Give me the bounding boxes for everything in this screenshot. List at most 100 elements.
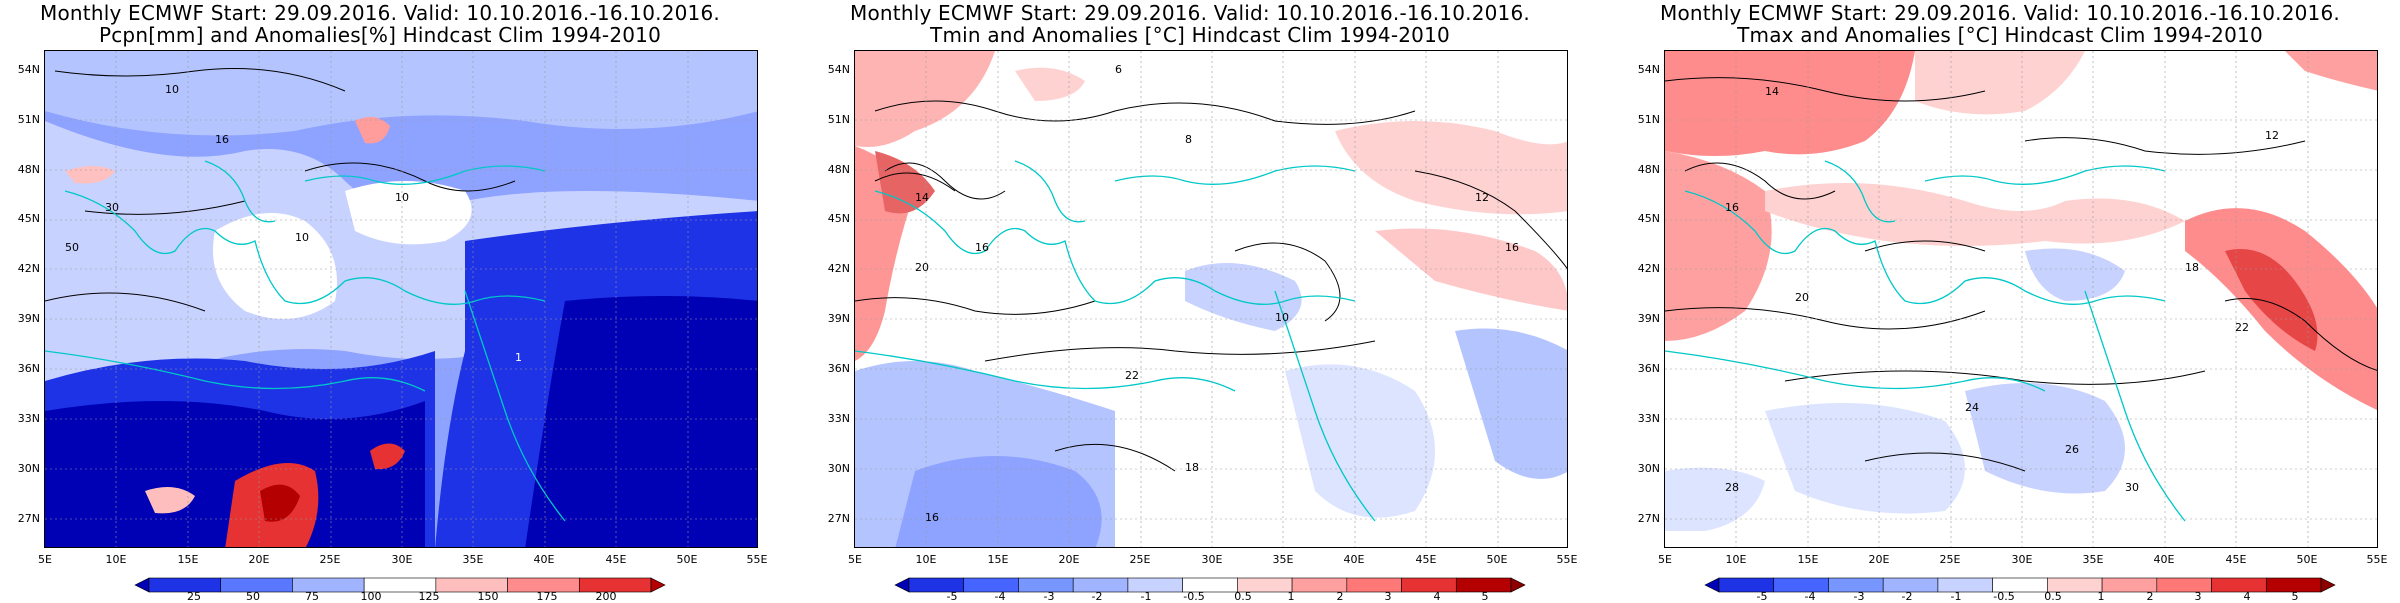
anomaly-field [855,51,995,147]
lon-label: 15E [1797,553,1819,566]
lon-label: 45E [2225,553,2247,566]
lon-label: 10E [1725,553,1747,566]
lat-label: 39N [17,312,40,325]
anomaly-field [1765,183,2185,246]
contour-label: 22 [1125,369,1139,382]
colorbar-tick: 0.5 [1234,590,1252,603]
lat-label: 48N [1637,163,1660,176]
anomaly-field [370,443,405,470]
colorbar-end-low [894,577,910,593]
panel-title-line1: Monthly ECMWF Start: 29.09.2016. Valid: … [40,1,720,25]
panel-tmin: Monthly ECMWF Start: 29.09.2016. Valid: … [810,0,1578,603]
lon-label: 25E [1939,553,1961,566]
contour-label: 16 [1725,201,1739,214]
contour-label: 28 [1725,481,1739,494]
colorbar [1704,577,2336,593]
anomaly-field [345,181,472,245]
lat-label: 42N [827,262,850,275]
lon-label: 20E [1058,553,1080,566]
colorbar-tick: -5 [1756,590,1768,603]
colorbar [134,577,666,593]
coastlines [1665,160,2186,522]
colorbar-tick: 100 [360,590,382,603]
anomaly-field [260,484,300,522]
lon-label: 15E [987,553,1009,566]
lat-label: 30N [1637,462,1660,475]
colorbar-tick: 4 [2243,590,2251,603]
anomaly-field [1455,328,1567,479]
lon-label: 55E [2366,553,2388,566]
lon-label: 45E [1415,553,1437,566]
colorbar-tick: 3 [1384,590,1392,603]
precip-anomaly-map: 10 16 30 50 1 10 10 [45,51,757,547]
colorbar-tick: -4 [1804,590,1816,603]
lat-label: 36N [17,362,40,375]
contour-label: 10 [165,83,179,96]
colorbar-swatches [134,577,666,593]
lon-label: 25E [319,553,341,566]
panel-precipitation: Monthly ECMWF Start: 29.09.2016. Valid: … [0,0,768,603]
lat-label: 27N [17,512,40,525]
grid-lines [1665,51,2377,547]
panel-title-line2: Tmin and Anomalies [°C] Hindcast Clim 19… [930,23,1450,47]
lat-label: 33N [827,412,850,425]
colorbar-tick: 150 [477,590,499,603]
contour-label: 26 [2065,443,2079,456]
contour-label: 16 [975,241,989,254]
contour-label: 18 [1185,461,1199,474]
lat-label: 30N [17,462,40,475]
anomaly-field [45,401,425,547]
colorbar-swatches [894,577,1526,593]
contour-label: 50 [65,241,79,254]
colorbar-tick: 0.5 [2044,590,2062,603]
anomaly-field [45,51,757,136]
lon-label: 50E [1486,553,1508,566]
lon-label: 30E [391,553,413,566]
contour-label: 10 [295,231,309,244]
lon-label: 5E [1658,553,1672,566]
lon-label: 15E [177,553,199,566]
panel-tmax: Monthly ECMWF Start: 29.09.2016. Valid: … [1620,0,2388,603]
colorbar-tick: -0.5 [1183,590,1205,603]
contour-label: 30 [105,201,119,214]
contour-label: 12 [1475,191,1489,204]
colorbar-end-high [1510,577,1526,593]
lon-label: 35E [1272,553,1294,566]
lon-label: 55E [1556,553,1578,566]
anomaly-field [1665,51,1915,156]
colorbar-tick: 125 [418,590,440,603]
lon-label: 45E [605,553,627,566]
colorbar-tick: 75 [305,590,319,603]
panel-title-line1: Monthly ECMWF Start: 29.09.2016. Valid: … [850,1,1530,25]
colorbar-end-low [134,577,150,593]
colorbar-tick: -3 [1853,590,1865,603]
colorbar-swatches [1704,577,2336,593]
anomaly-field [2285,51,2377,91]
colorbar-tick: 175 [536,590,558,603]
lat-label: 42N [1637,262,1660,275]
lat-label: 51N [827,113,850,126]
colorbar-tick: 50 [246,590,260,603]
colorbar-tick: 5 [1481,590,1489,603]
coastlines [855,160,1376,522]
colorbar [894,577,1526,593]
lon-label: 10E [105,553,127,566]
contour-label: 12 [2265,129,2279,142]
contour-label: 20 [1795,291,1809,304]
contour-label: 18 [2185,261,2199,274]
lat-label: 27N [827,512,850,525]
colorbar-tick: -5 [946,590,958,603]
anomaly-field [1965,383,2125,494]
lat-label: 33N [17,412,40,425]
colorbar-tick: 1 [2097,590,2105,603]
contour-label: 8 [1185,133,1192,146]
contour-label: 16 [925,511,939,524]
lon-label: 50E [676,553,698,566]
contour-label: 10 [395,191,409,204]
contour-label: 16 [1505,241,1519,254]
colorbar-tick: 4 [1433,590,1441,603]
panel-title-line2: Tmax and Anomalies [°C] Hindcast Clim 19… [1737,23,2263,47]
colorbar-tick: -0.5 [1993,590,2015,603]
lat-label: 54N [1637,63,1660,76]
lon-label: 35E [2082,553,2104,566]
